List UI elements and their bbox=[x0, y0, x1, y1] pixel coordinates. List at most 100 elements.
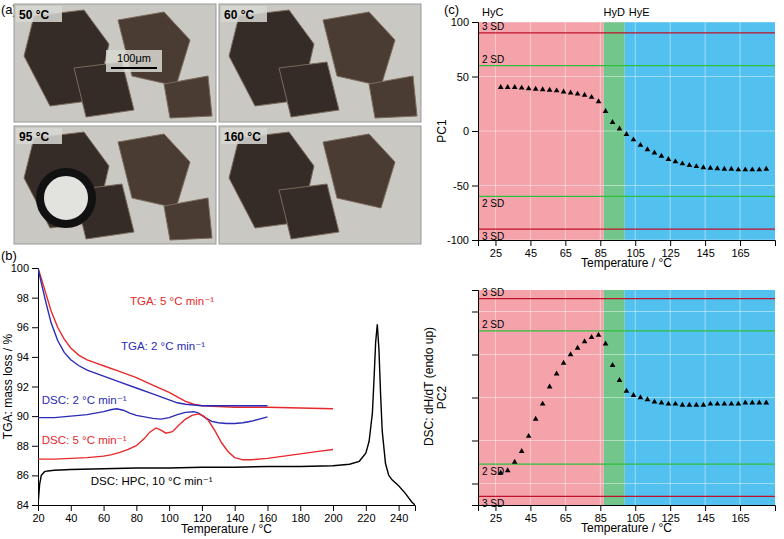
tick: -50 bbox=[453, 180, 478, 192]
micrographs: (a)50 °C100μm60 °C95 °C160 °C bbox=[1, 2, 421, 244]
data-point bbox=[652, 399, 658, 404]
crystal bbox=[279, 62, 339, 117]
tick-label: 165 bbox=[731, 247, 749, 259]
reference-label: 2 SD bbox=[482, 319, 504, 330]
tick-label: 96 bbox=[17, 321, 29, 333]
tick-mark bbox=[600, 505, 601, 511]
tick-mark bbox=[600, 240, 601, 246]
tick-mark bbox=[399, 505, 400, 511]
reference-label: 2 SD bbox=[482, 466, 504, 477]
tick: 220 bbox=[357, 505, 375, 524]
reference-line bbox=[478, 330, 775, 331]
tick-mark bbox=[472, 355, 478, 356]
tick-label: 98 bbox=[17, 292, 29, 304]
grid-line bbox=[478, 483, 775, 484]
data-point bbox=[742, 166, 748, 171]
region-label: HyC bbox=[482, 6, 503, 18]
tick: 140 bbox=[226, 505, 244, 524]
reference-line bbox=[478, 298, 775, 299]
tick: 65 bbox=[560, 505, 572, 524]
tick-label: 65 bbox=[560, 512, 572, 524]
tick: 40 bbox=[65, 505, 77, 524]
data-point bbox=[631, 136, 637, 141]
tick-label: 50 bbox=[457, 71, 469, 83]
y-axis-title: TGA: mass loss / % bbox=[1, 333, 15, 439]
data-point bbox=[603, 108, 609, 113]
data-point bbox=[561, 88, 567, 93]
tick-mark bbox=[565, 240, 566, 246]
reference-line bbox=[478, 496, 775, 497]
tick: 60 bbox=[98, 505, 110, 524]
series-label: DSC: 5 °C min⁻¹ bbox=[42, 434, 127, 446]
data-point bbox=[568, 351, 574, 356]
tick: 45 bbox=[525, 505, 537, 524]
data-point bbox=[540, 86, 546, 91]
micrograph-background bbox=[14, 126, 216, 244]
crystal bbox=[164, 76, 212, 118]
data-point bbox=[596, 98, 602, 103]
data-point bbox=[498, 84, 504, 89]
tick-mark bbox=[472, 77, 478, 78]
tick-label: 145 bbox=[696, 512, 714, 524]
data-point bbox=[708, 401, 714, 406]
tick-mark bbox=[670, 505, 671, 511]
tick: 165 bbox=[731, 240, 749, 259]
tick: 0 bbox=[463, 125, 478, 137]
tick: 25 bbox=[490, 240, 502, 259]
tick: 84 bbox=[17, 499, 38, 511]
reference-label: 2 SD bbox=[482, 54, 504, 65]
scale-bar bbox=[111, 67, 157, 69]
figure: (a)50 °C100μm60 °C95 °C160 °C(b)20406080… bbox=[0, 0, 784, 539]
grid-line bbox=[478, 22, 775, 23]
tick-mark bbox=[267, 505, 268, 511]
tick bbox=[472, 484, 478, 485]
tick-mark bbox=[104, 505, 105, 511]
axis-line bbox=[472, 23, 479, 241]
x-axis-title: Temperature / °C bbox=[581, 521, 672, 535]
data-point bbox=[589, 334, 595, 339]
tick-mark bbox=[472, 312, 478, 313]
series-line bbox=[38, 409, 267, 424]
data-point bbox=[505, 467, 511, 472]
tick-label: 90 bbox=[17, 410, 29, 422]
tick-label: 180 bbox=[292, 512, 310, 524]
reference-label: 3 SD bbox=[482, 21, 504, 32]
data-point bbox=[666, 156, 672, 161]
series-line bbox=[38, 268, 267, 406]
tick-label: 20 bbox=[32, 512, 44, 524]
crystal bbox=[369, 76, 417, 118]
bubble bbox=[40, 172, 92, 224]
grid-line bbox=[478, 354, 775, 355]
data-point bbox=[715, 401, 721, 406]
tick-mark bbox=[635, 240, 636, 246]
data-point bbox=[756, 166, 762, 171]
tick: 65 bbox=[560, 240, 572, 259]
grid-line bbox=[478, 76, 775, 77]
tick-mark bbox=[32, 268, 38, 269]
tick-label: 220 bbox=[357, 512, 375, 524]
tick-label: -100 bbox=[447, 234, 469, 246]
tick: 120 bbox=[193, 505, 211, 524]
image-label: 60 °C bbox=[224, 8, 254, 22]
data-point bbox=[512, 84, 518, 89]
axis-line bbox=[39, 506, 416, 512]
micrograph: 95 °C bbox=[14, 126, 216, 244]
micrograph-background bbox=[219, 126, 421, 244]
tick: 145 bbox=[696, 240, 714, 259]
axis-line bbox=[32, 269, 39, 506]
crystal bbox=[323, 12, 395, 86]
tick: 88 bbox=[17, 440, 38, 452]
data-point bbox=[554, 371, 560, 376]
data-point bbox=[742, 400, 748, 405]
data-point bbox=[728, 166, 734, 171]
data-point bbox=[694, 163, 700, 168]
tick-mark bbox=[472, 240, 478, 241]
tick-mark bbox=[235, 505, 236, 511]
tick: 20 bbox=[32, 505, 44, 524]
data-point bbox=[701, 164, 707, 169]
reference-line bbox=[478, 196, 775, 197]
data-point bbox=[617, 377, 623, 382]
tick-mark bbox=[740, 240, 741, 246]
tick-label: 25 bbox=[490, 512, 502, 524]
data-point bbox=[526, 433, 532, 438]
